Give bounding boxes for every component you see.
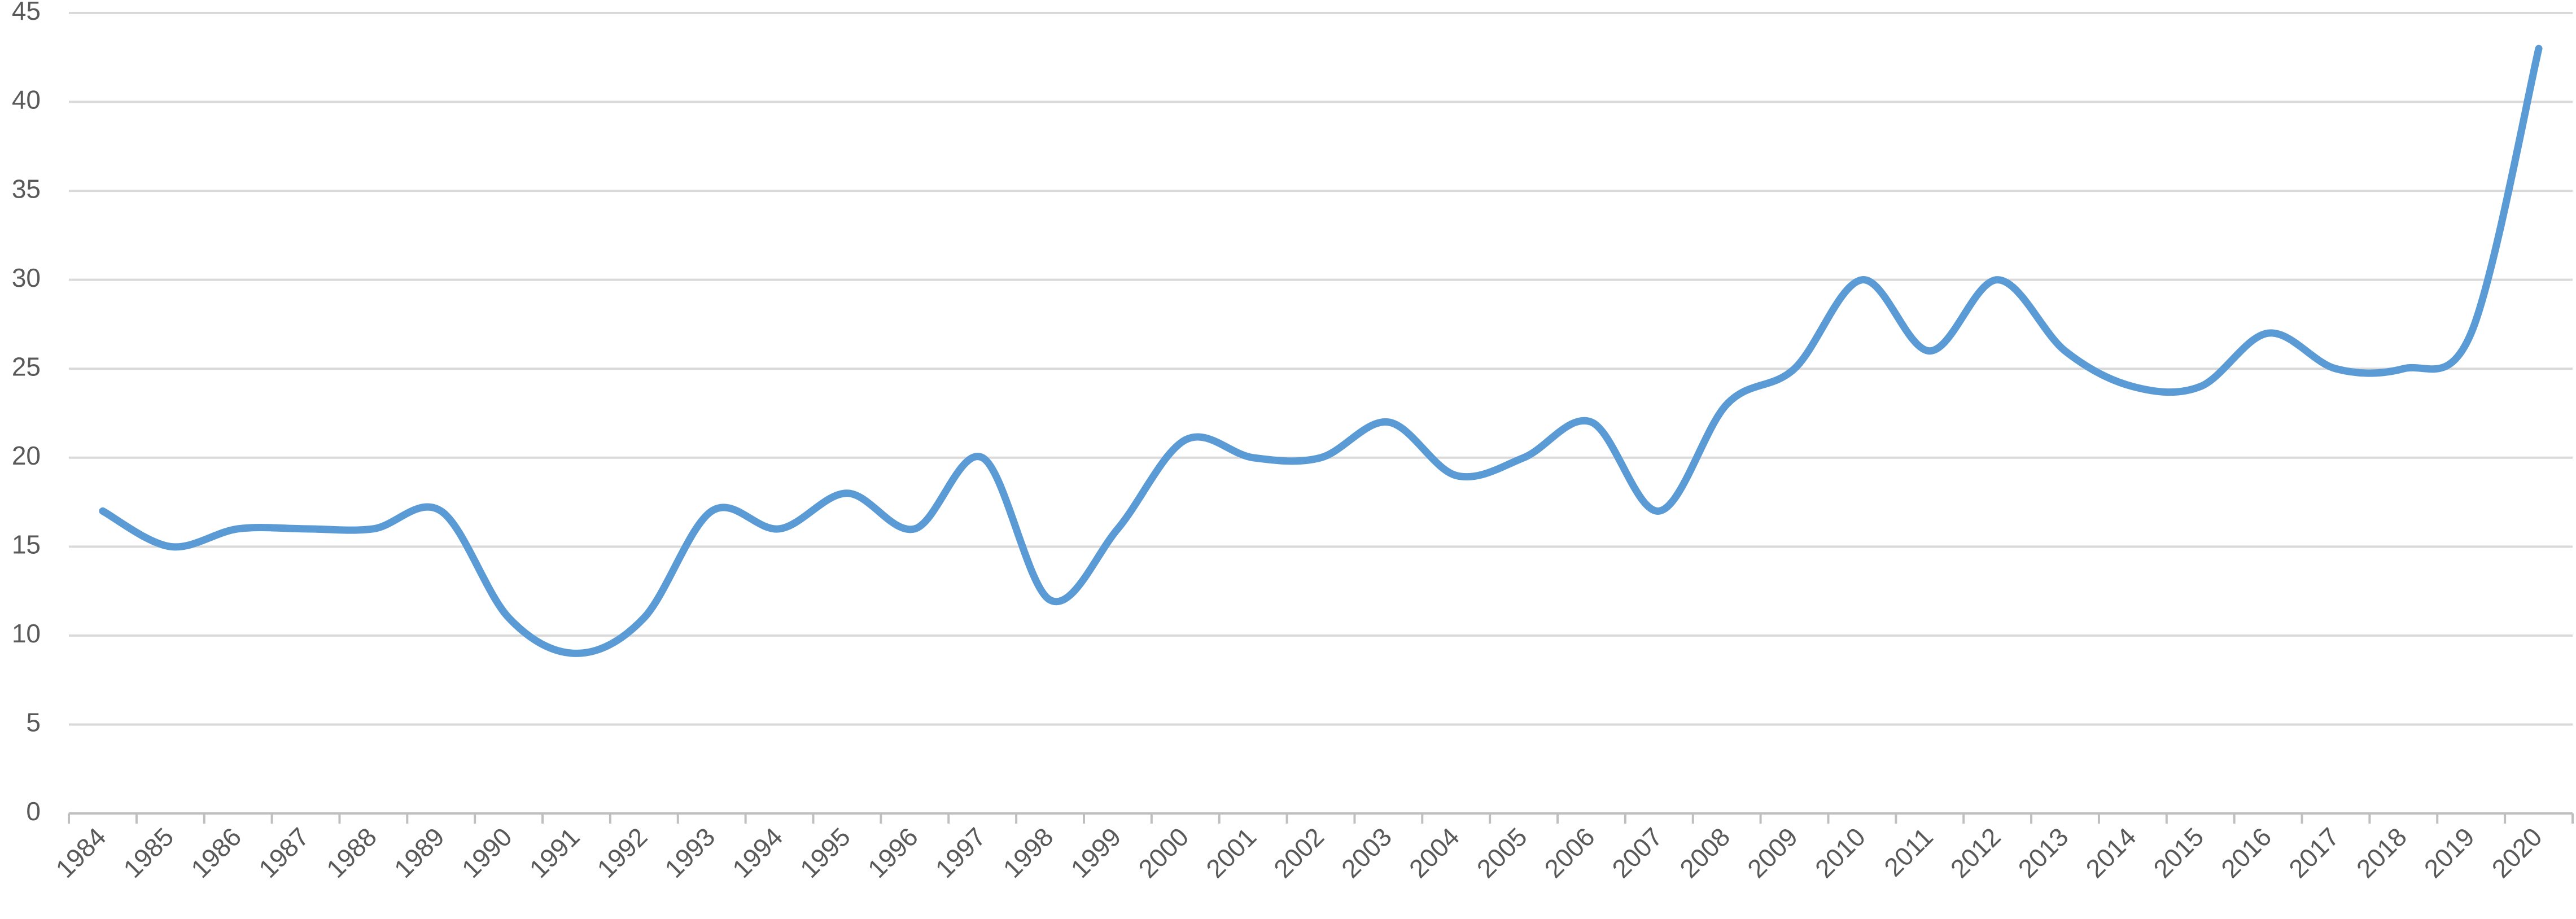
x-tick-label: 2003	[1336, 822, 1397, 883]
x-tick-label: 2008	[1674, 822, 1735, 883]
x-tick-label: 1994	[727, 822, 788, 883]
x-tick-label: 1984	[50, 822, 111, 883]
x-tick-label: 2020	[2486, 822, 2548, 883]
x-tick-label: 1998	[998, 822, 1059, 883]
x-tick-label: 2019	[2418, 822, 2480, 883]
x-tick-label: 1999	[1065, 822, 1126, 883]
y-tick-label: 45	[12, 0, 41, 25]
x-tick-label: 2005	[1471, 822, 1533, 883]
x-tick-label: 1989	[388, 822, 450, 883]
y-tick-label: 15	[12, 529, 41, 559]
x-tick-label: 1991	[524, 822, 585, 883]
x-tick-label: 2015	[2148, 822, 2209, 883]
x-tick-label: 1985	[117, 822, 179, 883]
y-tick-label: 5	[26, 708, 41, 737]
y-tick-label: 30	[12, 263, 41, 292]
x-tick-label: 2009	[1742, 822, 1803, 883]
data-line	[99, 45, 2543, 657]
y-tick-label: 20	[12, 441, 41, 470]
x-tick-label: 2018	[2351, 822, 2412, 883]
x-tick-label: 1987	[253, 822, 314, 883]
x-tick-label: 2011	[1878, 822, 1939, 882]
x-tick-label: 1993	[659, 822, 720, 883]
x-tick-label: 1990	[456, 822, 518, 883]
x-tick-label: 2006	[1538, 822, 1600, 883]
x-tick-label: 2012	[1945, 822, 2006, 883]
x-tick-label: 1997	[930, 822, 991, 883]
x-tick-label: 2013	[2013, 822, 2074, 883]
x-tick-label: 2016	[2215, 822, 2277, 883]
x-tick-label: 2004	[1403, 822, 1465, 883]
x-tick-label: 1988	[321, 822, 382, 883]
y-tick-label: 10	[12, 619, 41, 648]
x-tick-label: 1996	[862, 822, 924, 883]
x-tick-label: 2000	[1132, 822, 1194, 883]
x-tick-label: 1986	[185, 822, 247, 883]
y-tick-label: 35	[12, 174, 41, 203]
x-tick-label: 1995	[794, 822, 856, 883]
x-tick-label: 2007	[1606, 822, 1668, 883]
y-tick-label: 0	[26, 797, 41, 826]
x-tick-label: 1992	[591, 822, 653, 883]
x-tick-label: 2002	[1268, 822, 1329, 883]
x-tick-label: 2014	[2080, 822, 2141, 883]
y-tick-label: 25	[12, 352, 41, 381]
x-tick-label: 2010	[1809, 822, 1871, 883]
x-tick-label: 2001	[1200, 822, 1262, 883]
y-tick-label: 40	[12, 85, 41, 115]
x-tick-label: 2017	[2283, 822, 2345, 883]
